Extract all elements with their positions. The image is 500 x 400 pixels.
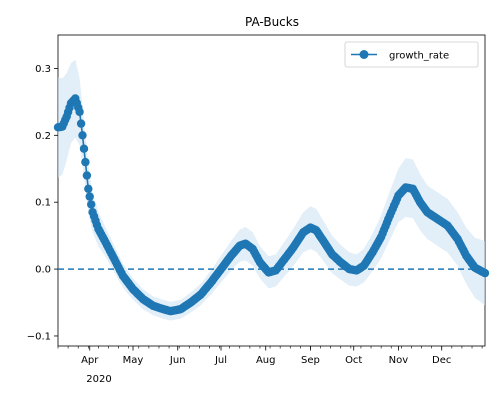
y-tick-label: −0.1 — [27, 331, 51, 342]
confidence-band-area — [58, 59, 485, 321]
x-tick-label: Aug — [256, 355, 276, 366]
y-tick-label: 0.2 — [35, 131, 51, 142]
growth-rate-point — [85, 192, 94, 201]
x-tick-label: Oct — [345, 355, 362, 366]
confidence-band — [58, 59, 485, 321]
x-tick-label: May — [123, 355, 144, 366]
legend-marker — [359, 50, 369, 59]
x-tick-label: Sep — [301, 355, 320, 366]
growth-rate-point — [82, 171, 92, 180]
x-tick-label: Dec — [432, 355, 451, 366]
x-tick-label: Apr — [81, 355, 99, 366]
y-tick-label: 0.0 — [35, 265, 51, 276]
growth-rate-point — [78, 131, 87, 140]
y-tick-label: 0.3 — [35, 64, 51, 75]
legend: growth_rate — [344, 41, 479, 68]
plot-frame — [57, 34, 486, 347]
legend-label: growth_rate — [389, 51, 449, 62]
growth-rate-point — [480, 268, 490, 278]
growth-rate-point — [79, 144, 89, 153]
growth-rate-point — [75, 107, 84, 117]
y-axis: −0.1 0.0 0.1 0.2 0.3 — [27, 64, 58, 342]
x-year-label: 2020 — [86, 374, 111, 385]
y-tick-label: 0.1 — [35, 198, 51, 209]
series-points — [53, 94, 490, 316]
legend-box — [344, 41, 479, 68]
x-axis: Apr May Jun Jul Aug Sep Oct Nov Dec — [57, 346, 483, 366]
x-tick-label: Jun — [169, 355, 186, 366]
growth-rate-point — [81, 157, 90, 167]
growth-rate-point — [76, 119, 86, 128]
growth-rate-point — [87, 200, 96, 209]
growth-rate-point — [84, 184, 93, 193]
chart-title: PA-Bucks — [245, 15, 299, 29]
plot-area — [57, 34, 486, 347]
x-tick-label: Nov — [389, 355, 409, 366]
x-tick-label: Jul — [214, 355, 227, 366]
